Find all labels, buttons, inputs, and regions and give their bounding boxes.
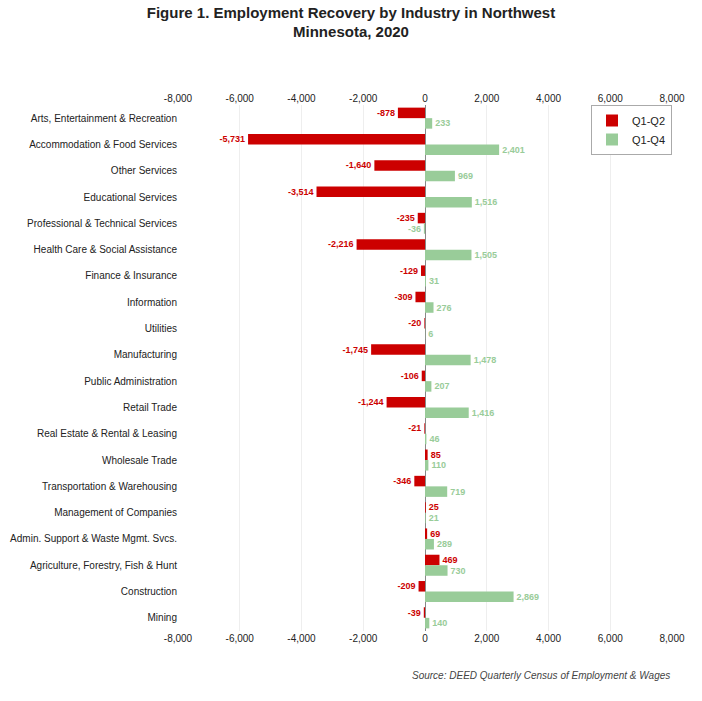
svg-text:Accommodation & Food Services: Accommodation & Food Services — [29, 139, 177, 150]
svg-text:0: 0 — [422, 633, 428, 644]
svg-text:289: 289 — [437, 539, 452, 549]
svg-text:Public Administration: Public Administration — [84, 376, 177, 387]
svg-text:233: 233 — [435, 118, 450, 128]
svg-text:Q1-Q4: Q1-Q4 — [632, 134, 665, 146]
svg-text:-2,216: -2,216 — [328, 239, 354, 249]
svg-text:-209: -209 — [398, 581, 416, 591]
svg-text:1,416: 1,416 — [472, 408, 495, 418]
svg-text:-3,514: -3,514 — [288, 187, 314, 197]
svg-text:-20: -20 — [408, 318, 421, 328]
svg-text:-36: -36 — [408, 224, 421, 234]
svg-text:719: 719 — [450, 487, 465, 497]
svg-text:Professional & Technical Servi: Professional & Technical Services — [27, 218, 177, 229]
svg-text:Arts, Entertainment & Recreati: Arts, Entertainment & Recreation — [31, 113, 177, 124]
svg-text:Utilities: Utilities — [145, 323, 177, 334]
svg-text:6,000: 6,000 — [598, 93, 623, 104]
svg-text:-21: -21 — [408, 423, 421, 433]
svg-text:2,000: 2,000 — [474, 93, 499, 104]
svg-text:730: 730 — [451, 566, 466, 576]
svg-text:-2,000: -2,000 — [349, 633, 378, 644]
svg-text:Admin. Support & Waste Mgmt. S: Admin. Support & Waste Mgmt. Svcs. — [10, 533, 177, 544]
svg-text:Construction: Construction — [121, 586, 177, 597]
svg-text:6: 6 — [428, 329, 433, 339]
svg-text:-6,000: -6,000 — [226, 93, 255, 104]
svg-text:2,401: 2,401 — [502, 145, 525, 155]
svg-text:-1,640: -1,640 — [346, 160, 372, 170]
svg-text:207: 207 — [434, 381, 449, 391]
svg-text:1,516: 1,516 — [475, 197, 498, 207]
svg-text:Management of Companies: Management of Companies — [54, 507, 177, 518]
svg-text:46: 46 — [429, 434, 439, 444]
svg-text:469: 469 — [442, 555, 457, 565]
svg-text:69: 69 — [430, 529, 440, 539]
svg-text:140: 140 — [432, 618, 447, 628]
svg-text:-309: -309 — [394, 292, 412, 302]
svg-text:-106: -106 — [401, 371, 419, 381]
svg-text:21: 21 — [429, 513, 439, 523]
svg-text:110: 110 — [431, 460, 446, 470]
svg-text:-6,000: -6,000 — [226, 633, 255, 644]
svg-text:276: 276 — [437, 303, 452, 313]
svg-text:25: 25 — [429, 502, 439, 512]
svg-text:-1,745: -1,745 — [343, 345, 369, 355]
svg-text:-346: -346 — [393, 476, 411, 486]
svg-text:Other Services: Other Services — [111, 165, 177, 176]
svg-text:Real Estate & Rental & Leasing: Real Estate & Rental & Leasing — [37, 428, 177, 439]
svg-text:Agriculture, Forestry, Fish &: Agriculture, Forestry, Fish & Hunt — [30, 560, 177, 571]
svg-text:Information: Information — [127, 297, 177, 308]
svg-text:-1,244: -1,244 — [358, 397, 384, 407]
svg-text:Mining: Mining — [148, 612, 177, 623]
svg-text:969: 969 — [458, 171, 473, 181]
svg-text:-39: -39 — [408, 608, 421, 618]
svg-text:-129: -129 — [400, 266, 418, 276]
svg-text:4,000: 4,000 — [536, 633, 561, 644]
svg-text:8,000: 8,000 — [659, 93, 684, 104]
svg-text:1,505: 1,505 — [474, 250, 497, 260]
svg-text:-2,000: -2,000 — [349, 93, 378, 104]
svg-text:Educational Services: Educational Services — [84, 192, 177, 203]
svg-text:4,000: 4,000 — [536, 93, 561, 104]
svg-text:-8,000: -8,000 — [164, 633, 193, 644]
svg-text:-4,000: -4,000 — [287, 93, 316, 104]
svg-text:0: 0 — [422, 93, 428, 104]
svg-text:-235: -235 — [397, 213, 415, 223]
svg-text:2,000: 2,000 — [474, 633, 499, 644]
svg-text:Health Care & Social Assistanc: Health Care & Social Assistance — [34, 244, 178, 255]
svg-text:-8,000: -8,000 — [164, 93, 193, 104]
svg-text:Source: DEED Quarterly Census: Source: DEED Quarterly Census of Employm… — [412, 670, 670, 681]
svg-text:Transportation & Warehousing: Transportation & Warehousing — [42, 481, 177, 492]
svg-text:1,478: 1,478 — [474, 355, 497, 365]
svg-text:6,000: 6,000 — [598, 633, 623, 644]
svg-text:-878: -878 — [377, 108, 395, 118]
svg-text:Retail Trade: Retail Trade — [123, 402, 177, 413]
svg-text:Manufacturing: Manufacturing — [114, 349, 177, 360]
svg-text:8,000: 8,000 — [659, 633, 684, 644]
svg-text:-5,731: -5,731 — [220, 134, 246, 144]
svg-text:85: 85 — [431, 450, 441, 460]
svg-text:Q1-Q2: Q1-Q2 — [632, 115, 665, 127]
svg-text:31: 31 — [429, 276, 439, 286]
svg-text:2,869: 2,869 — [517, 592, 540, 602]
svg-text:Figure 1. Employment Recovery: Figure 1. Employment Recovery by Industr… — [147, 4, 555, 41]
svg-text:-4,000: -4,000 — [287, 633, 316, 644]
svg-text:Wholesale Trade: Wholesale Trade — [102, 455, 177, 466]
svg-text:Finance & Insurance: Finance & Insurance — [85, 270, 177, 281]
